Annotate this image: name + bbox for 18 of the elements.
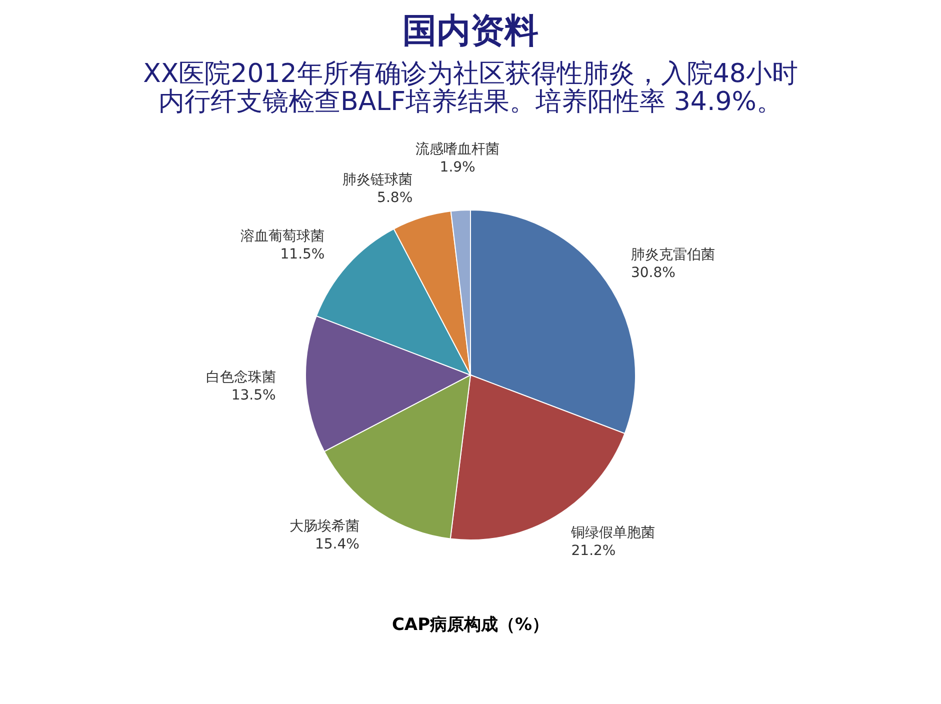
data-label: 11.5% [280, 246, 325, 262]
data-label: 1.9% [440, 159, 476, 176]
data-label: 13.5% [231, 387, 276, 404]
slice-label: 铜绿假单胞菌 [570, 524, 656, 541]
text: XX医院2012年所有确诊为社区获得性肺炎，入院48小时 [143, 59, 798, 89]
slice-label: 肺炎克雷伯菌 [630, 247, 715, 264]
text: 内行纤支镜检查BALF培养结果。培养阳性率 34.9%。 [158, 87, 782, 117]
chart-title: 国内资料 [402, 11, 538, 51]
slice-label: 流感嗜血杆菌 [416, 141, 500, 158]
text: CAP病原构成（%） [392, 615, 550, 635]
slice-label: 大肠埃希菌 [289, 518, 360, 534]
data-label: 15.4% [314, 536, 360, 552]
slice-label: 肺炎链球菌 [342, 172, 413, 188]
data-label: 30.8% [630, 265, 676, 282]
data-label: 21.2% [571, 542, 616, 559]
slice-label: 溶血葡萄球菌 [240, 228, 325, 244]
data-label: 5.8% [377, 190, 413, 206]
slice-label: 白色念珠菌 [206, 369, 276, 386]
